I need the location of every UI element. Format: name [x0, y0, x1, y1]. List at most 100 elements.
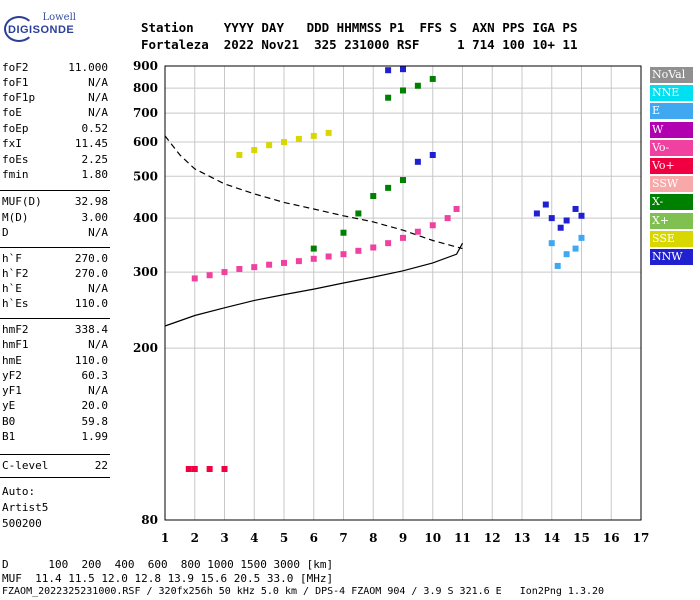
x-tick-label: 17: [633, 531, 650, 545]
param-value: N/A: [88, 338, 108, 351]
echo-point: [325, 253, 332, 260]
auto-program: Artist5: [2, 501, 49, 514]
echo-point: [414, 228, 421, 235]
x-tick-label: 14: [543, 531, 560, 545]
param-value: N/A: [88, 91, 108, 104]
param-name: hmF1: [2, 338, 29, 351]
echo-point: [251, 264, 258, 271]
echo-point: [191, 275, 198, 282]
echo-point: [563, 251, 570, 258]
echo-point: [221, 269, 228, 276]
echo-point: [385, 184, 392, 191]
echo-point: [414, 158, 421, 165]
param-row: hmE 110.0: [2, 354, 108, 368]
param-value: N/A: [88, 384, 108, 397]
separator: [0, 247, 110, 248]
echo-point: [557, 224, 564, 231]
param-name: h`E: [2, 282, 22, 295]
echo-point: [554, 262, 561, 269]
param-name: foF1: [2, 76, 29, 89]
echo-point: [355, 247, 362, 254]
auto-code: 500200: [2, 517, 42, 530]
param-row: C-level 22: [2, 459, 108, 473]
profile-dashed-line: [164, 135, 463, 250]
param-row: M(D) 3.00: [2, 211, 108, 225]
param-name: D: [2, 226, 9, 239]
x-axis-ticks: 1 2 3 4 5 6 7 8 9 10 11 12 13 14 15 16 17: [161, 531, 650, 545]
x-tick-label: 7: [339, 531, 347, 545]
param-name: h`Es: [2, 297, 29, 310]
legend-item: SSE: [650, 230, 693, 247]
digisonde-logo: Lowell DIGISONDE: [4, 10, 86, 42]
param-value: 22: [94, 459, 108, 472]
param-row: foF1 N/A: [2, 76, 108, 90]
profile-solid-line: [164, 242, 464, 327]
param-row: MUF(D) 32.98: [2, 195, 108, 209]
echo-point: [572, 205, 579, 212]
param-row: fxI 11.45: [2, 137, 108, 151]
echo-point: [548, 240, 555, 247]
param-value: 1.80: [81, 168, 109, 181]
param-value: N/A: [88, 282, 108, 295]
param-value: 20.0: [81, 399, 109, 412]
param-name: foF2: [2, 61, 29, 74]
param-value: 270.0: [74, 267, 108, 280]
auto-label: Auto:: [2, 485, 36, 498]
echo-point: [325, 129, 332, 136]
param-row: B1 1.99: [2, 430, 108, 444]
grid: [164, 65, 642, 521]
echo-point: [400, 234, 406, 241]
echo-point: [453, 205, 460, 212]
param-value: 0.52: [81, 122, 109, 135]
x-tick-label: 10: [424, 531, 441, 545]
echo-point: [281, 139, 287, 146]
separator: [0, 454, 110, 455]
param-row: fmin 1.80: [2, 168, 108, 182]
echo-point: [191, 465, 198, 472]
y-tick-label: 300: [133, 265, 158, 279]
echo-point: [563, 217, 570, 224]
param-name: yF1: [2, 384, 22, 397]
param-value: 32.98: [74, 195, 108, 208]
echo-point: [429, 151, 436, 158]
echo-point: [444, 215, 451, 222]
x-tick-label: 8: [369, 531, 377, 545]
legend-item: X+: [650, 212, 693, 229]
legend-item: Vo+: [650, 158, 693, 174]
echo-point: [221, 465, 228, 472]
param-value: 1.99: [81, 430, 109, 443]
separator: [0, 190, 110, 191]
echo-point: [429, 75, 436, 82]
param-value: 3.00: [81, 211, 109, 224]
logo-ring: [4, 16, 34, 42]
x-tick-label: 12: [484, 531, 501, 545]
x-tick-label: 16: [603, 531, 620, 545]
logo-line1: Lowell: [42, 12, 76, 23]
y-axis-ticks: 80 200 300 400 500 600 700 800 900: [133, 59, 158, 527]
param-row: foF2 11.000: [2, 61, 108, 75]
param-name: yE: [2, 399, 16, 412]
param-row: hmF1 N/A: [2, 338, 108, 352]
param-row: foEp 0.52: [2, 122, 108, 136]
param-row: hmF2 338.4: [2, 323, 108, 337]
echo-point: [295, 135, 302, 142]
echo-point: [572, 245, 579, 252]
param-row: h`F2 270.0: [2, 267, 108, 281]
echo-point: [533, 210, 540, 217]
param-name: yF2: [2, 369, 22, 382]
echo-point: [251, 147, 258, 154]
param-row: yF2 60.3: [2, 369, 108, 383]
param-row: h`F 270.0: [2, 252, 108, 266]
param-value: 110.0: [74, 297, 108, 310]
param-row: yF1 N/A: [2, 384, 108, 398]
echo-point: [295, 258, 302, 265]
y-tick-label: 400: [133, 211, 158, 225]
param-name: fxI: [2, 137, 22, 150]
echo-point: [370, 193, 377, 200]
header-line-1: Station YYYY DAY DDD HHMMSS P1 FFS S AXN…: [141, 20, 578, 35]
param-name: B1: [2, 430, 16, 443]
param-value: 59.8: [81, 415, 109, 428]
echo-point: [578, 234, 585, 241]
echo-point: [578, 212, 585, 219]
